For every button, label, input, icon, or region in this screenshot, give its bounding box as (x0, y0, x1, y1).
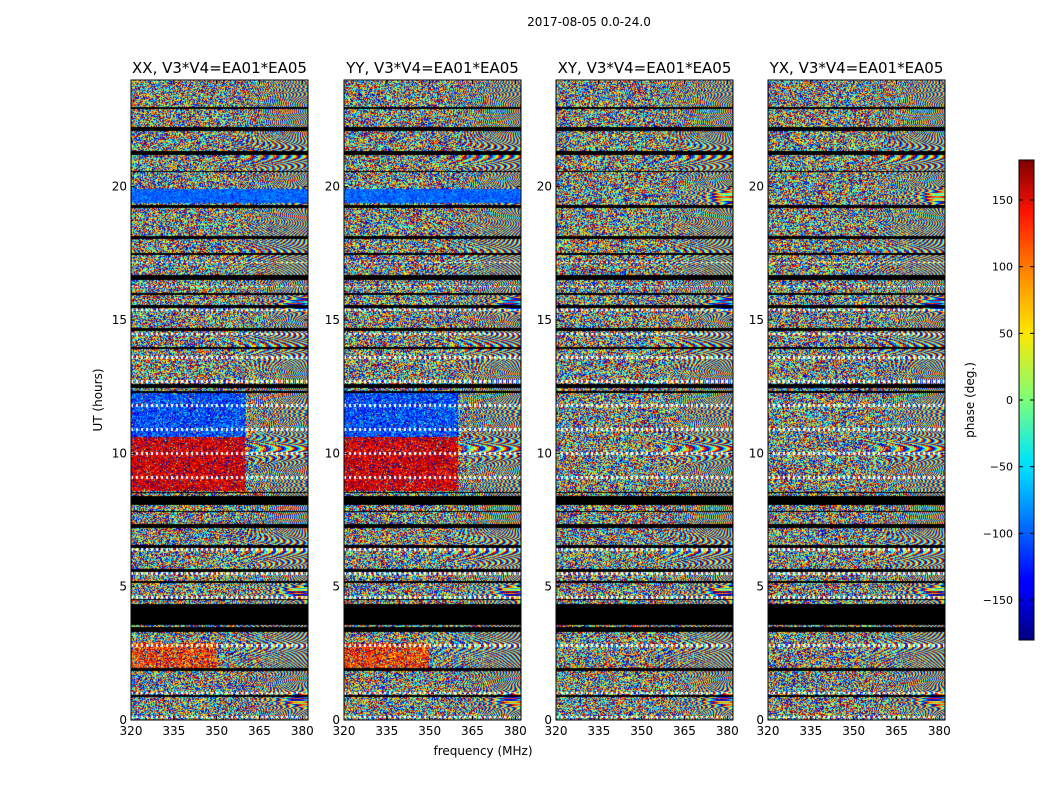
colorbar-tick-label: 100 (992, 261, 1013, 274)
y-tick-label: 0 (544, 713, 552, 727)
panel-image-yy (344, 80, 521, 720)
panel-title-yx: YX, V3*V4=EA01*EA05 (769, 59, 944, 77)
panel-yy: YY, V3*V4=EA01*EA05320 335 350 365 380051015… (325, 59, 527, 738)
y-tick-label: 0 (332, 713, 340, 727)
panel-xy: XY, V3*V4=EA01*EA05320 335 350 365 380051015… (537, 59, 739, 738)
panels-group: XX, V3*V4=EA01*EA05320 335 350 365 380051015… (112, 59, 951, 738)
y-tick-label: 10 (325, 446, 340, 460)
panel-yx: YX, V3*V4=EA01*EA05320 335 350 365 380051015… (749, 59, 951, 738)
x-tick-label: 335 (162, 724, 185, 738)
colorbar-tick-label: 50 (999, 327, 1013, 340)
y-tick-label: 15 (749, 313, 764, 327)
panel-image-yx (768, 80, 945, 720)
y-tick-label: 5 (544, 580, 552, 594)
y-tick-label: 15 (112, 313, 127, 327)
y-tick-label: 5 (119, 580, 127, 594)
y-tick-label: 10 (537, 446, 552, 460)
y-axis-label: UT (hours) (91, 368, 105, 431)
colorbar-tick-label: 150 (992, 194, 1013, 207)
y-tick-label: 15 (325, 313, 340, 327)
y-tick-label: 20 (325, 180, 340, 194)
y-tick-label: 5 (332, 580, 340, 594)
y-tick-label: 20 (537, 180, 552, 194)
x-tick-label: 335 (799, 724, 822, 738)
panel-xx: XX, V3*V4=EA01*EA05320 335 350 365 380051015… (112, 59, 314, 738)
y-tick-label: 15 (537, 313, 552, 327)
panel-image-xx (131, 80, 308, 720)
x-tick-label: 380 (928, 724, 951, 738)
y-tick-label: 5 (756, 580, 764, 594)
x-tick-label: 350 (842, 724, 865, 738)
colorbar-tick-label: −50 (990, 461, 1013, 474)
x-tick-label: 380 (716, 724, 739, 738)
colorbar-tick-label: −150 (983, 594, 1013, 607)
panel-title-xx: XX, V3*V4=EA01*EA05 (132, 59, 307, 77)
colorbar-tick-label: 0 (1006, 394, 1013, 407)
y-tick-label: 20 (749, 180, 764, 194)
phase-waterfall-figure: 2017-08-05 0.0-24.0 XX, V3*V4=EA01*EA05 3… (0, 0, 1050, 800)
y-tick-label: 20 (112, 180, 127, 194)
y-tick-label: 10 (749, 446, 764, 460)
panel-title-yy: YY, V3*V4=EA01*EA05 (345, 59, 519, 77)
colorbar: −150 −100 −50 0 50 100 150 phase (deg.) (963, 160, 1034, 640)
y-tick-label: 0 (756, 713, 764, 727)
y-tick-label: 10 (112, 446, 127, 460)
x-tick-label: 365 (885, 724, 908, 738)
x-tick-label: 335 (587, 724, 610, 738)
x-tick-label: 380 (291, 724, 314, 738)
x-tick-label: 365 (248, 724, 271, 738)
x-tick-label: 335 (375, 724, 398, 738)
panel-title-xy: XY, V3*V4=EA01*EA05 (558, 59, 732, 77)
figure-suptitle: 2017-08-05 0.0-24.0 (527, 15, 651, 29)
x-tick-label: 365 (461, 724, 484, 738)
colorbar-label: phase (deg.) (963, 362, 977, 438)
colorbar-tick-label: −100 (983, 527, 1013, 540)
x-tick-label: 350 (630, 724, 653, 738)
x-axis-label: frequency (MHz) (433, 744, 532, 758)
panel-image-xy (556, 80, 733, 720)
x-tick-label: 350 (418, 724, 441, 738)
x-tick-label: 350 (205, 724, 228, 738)
x-tick-label: 380 (504, 724, 527, 738)
y-tick-label: 0 (119, 713, 127, 727)
x-tick-label: 365 (673, 724, 696, 738)
